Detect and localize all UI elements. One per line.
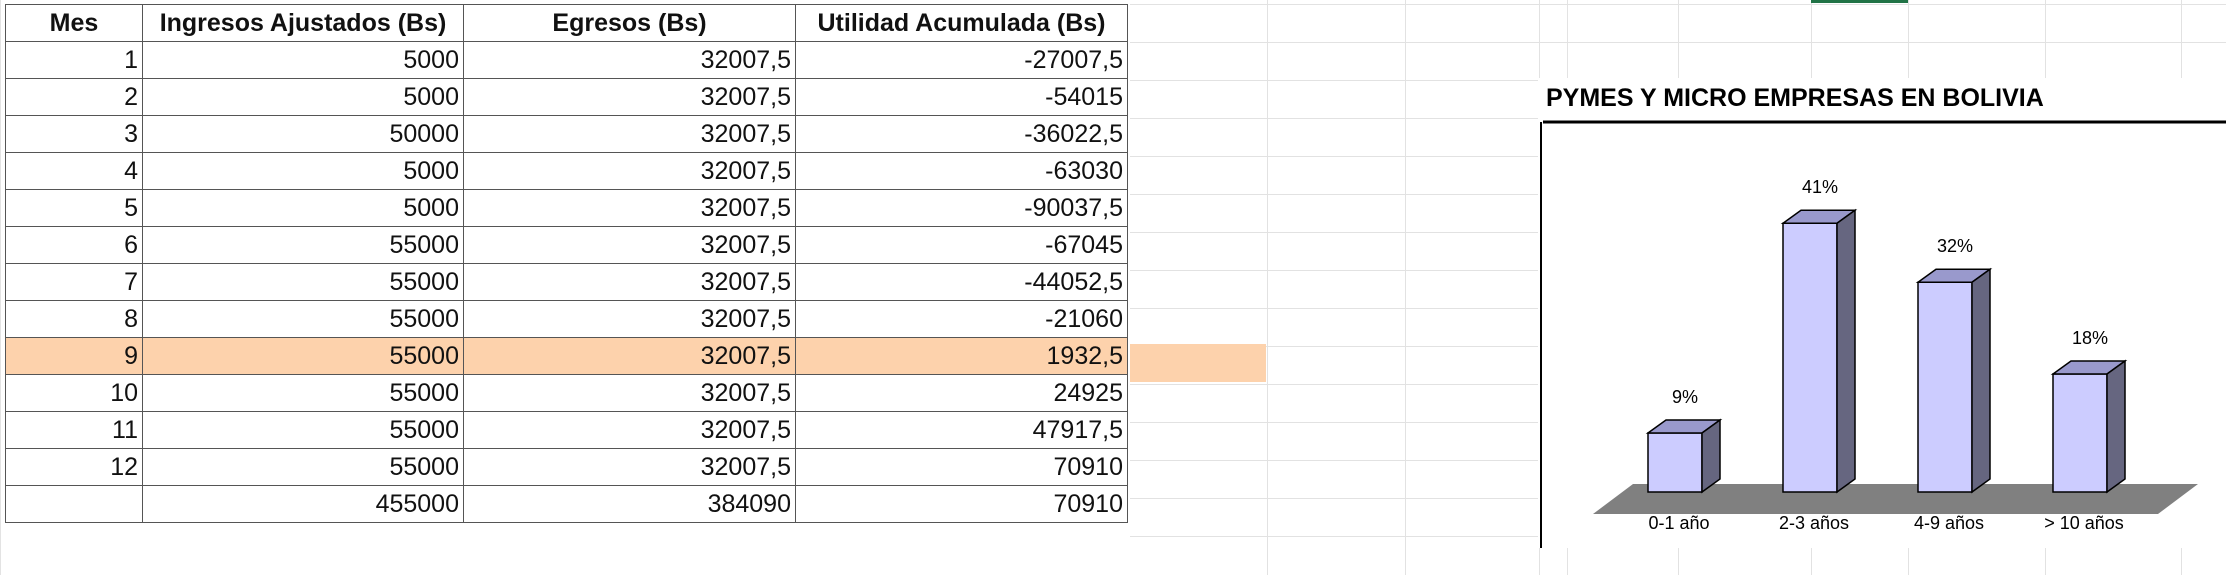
header-ingresos[interactable]: Ingresos Ajustados (Bs) [142,4,464,42]
cell-utilidad[interactable]: 1932,5 [795,337,1128,375]
header-mes[interactable]: Mes [5,4,143,42]
table-row: 7 55000 32007,5 -44052,5 [5,263,1128,301]
table-row: 11 55000 32007,5 47917,5 [5,411,1128,449]
bar-front [2052,373,2108,493]
cell-utilidad[interactable]: -36022,5 [795,115,1128,153]
bar-data-label: 9% [1672,387,1698,407]
cell-utilidad[interactable]: 47917,5 [795,411,1128,449]
bar-data-label: 32% [1937,236,1973,256]
x-tick-label: 2-3 años [1779,513,1849,533]
gridline [1267,0,1268,575]
cell-egresos[interactable]: 32007,5 [463,115,796,153]
totals-row: 455000 384090 70910 [5,485,1128,523]
header-utilidad[interactable]: Utilidad Acumulada (Bs) [795,4,1128,42]
cell-egresos[interactable]: 32007,5 [463,41,796,79]
cell-utilidad[interactable]: -44052,5 [795,263,1128,301]
cell-mes[interactable]: 3 [5,115,143,153]
cell-utilidad[interactable]: -90037,5 [795,189,1128,227]
cell-utilidad[interactable]: -67045 [795,226,1128,264]
window-edge [2226,0,2236,575]
cell-ingresos[interactable]: 55000 [142,300,464,338]
cell-ingresos[interactable]: 55000 [142,263,464,301]
bar-side [2106,359,2126,494]
bar-front [1647,432,1703,493]
cell-egresos[interactable]: 32007,5 [463,448,796,486]
cell-egresos[interactable]: 32007,5 [463,337,796,375]
header-egresos[interactable]: Egresos (Bs) [463,4,796,42]
gridline [1130,42,2236,43]
cell-mes[interactable]: 7 [5,263,143,301]
total-cell-ingresos[interactable]: 455000 [142,485,464,523]
cell-ingresos[interactable]: 55000 [142,337,464,375]
gridline [1130,4,2236,5]
bar-data-label: 41% [1802,177,1838,197]
cell-ingresos[interactable]: 55000 [142,411,464,449]
cell-mes[interactable]: 5 [5,189,143,227]
table-row: 5 5000 32007,5 -90037,5 [5,189,1128,227]
cell-egresos[interactable]: 32007,5 [463,226,796,264]
cell-utilidad[interactable]: -63030 [795,152,1128,190]
table-row: 6 55000 32007,5 -67045 [5,226,1128,264]
cell-ingresos[interactable]: 55000 [142,448,464,486]
bar-side [1836,208,1856,494]
cell-ingresos[interactable]: 5000 [142,189,464,227]
cell-ingresos[interactable]: 5000 [142,41,464,79]
cell-egresos[interactable]: 32007,5 [463,78,796,116]
cell-ingresos[interactable]: 50000 [142,115,464,153]
total-cell-egresos[interactable]: 384090 [463,485,796,523]
chart-floor [1593,484,2198,514]
table-row: 3 50000 32007,5 -36022,5 [5,115,1128,153]
bar-side [1701,418,1721,494]
cell-egresos[interactable]: 32007,5 [463,411,796,449]
cell-utilidad[interactable]: -21060 [795,300,1128,338]
cell-egresos[interactable]: 32007,5 [463,300,796,338]
cell-egresos[interactable]: 32007,5 [463,152,796,190]
total-cell-utilidad[interactable]: 70910 [795,485,1128,523]
cell-mes[interactable]: 11 [5,411,143,449]
cell-mes[interactable]: 8 [5,300,143,338]
table-row: 8 55000 32007,5 -21060 [5,300,1128,338]
cell-mes[interactable]: 6 [5,226,143,264]
cell-ingresos[interactable]: 5000 [142,78,464,116]
cell-egresos[interactable]: 32007,5 [463,374,796,412]
gridline [1405,0,1406,575]
chart-plot: 9% 0-1 año 41% 2-3 años 32% 4-9 años 18% > 10 a… [1540,120,2228,548]
x-tick-label: > 10 años [2044,513,2124,533]
data-table: Mes Ingresos Ajustados (Bs) Egresos (Bs)… [5,4,1128,523]
x-tick-label: 0-1 año [1648,513,1709,533]
header-row: Mes Ingresos Ajustados (Bs) Egresos (Bs)… [5,4,1128,42]
cell-utilidad[interactable]: -27007,5 [795,41,1128,79]
table-row: 9 55000 32007,5 1932,5 [5,337,1128,375]
total-cell-mes[interactable] [5,485,143,523]
chart-title: PYMES Y MICRO EMPRESAS EN BOLIVIA [1546,84,2044,112]
table-row: 1 5000 32007,5 -27007,5 [5,41,1128,79]
cell-mes[interactable]: 2 [5,78,143,116]
table-body: 1 5000 32007,5 -27007,5 2 5000 32007,5 -54015 3 5… [5,41,1128,486]
cell-mes[interactable]: 9 [5,337,143,375]
bar-front [1917,281,1973,493]
cell-ingresos[interactable]: 55000 [142,226,464,264]
cell-ingresos[interactable]: 5000 [142,152,464,190]
cell-mes[interactable]: 12 [5,448,143,486]
highlight-row-extension[interactable] [1130,344,1266,382]
cell-ingresos[interactable]: 55000 [142,374,464,412]
cell-mes[interactable]: 10 [5,374,143,412]
cell-utilidad[interactable]: 70910 [795,448,1128,486]
bar-side [1971,267,1991,494]
cell-mes[interactable]: 1 [5,41,143,79]
cell-mes[interactable]: 4 [5,152,143,190]
active-column-indicator [1811,0,1908,3]
bar-data-label: 18% [2072,328,2108,348]
table-row: 10 55000 32007,5 24925 [5,374,1128,412]
x-tick-label: 4-9 años [1914,513,1984,533]
table-row: 4 5000 32007,5 -63030 [5,152,1128,190]
table-row: 12 55000 32007,5 70910 [5,448,1128,486]
cell-egresos[interactable]: 32007,5 [463,263,796,301]
cell-utilidad[interactable]: 24925 [795,374,1128,412]
table-row: 2 5000 32007,5 -54015 [5,78,1128,116]
bar-chart[interactable]: 9% 0-1 año 41% 2-3 años 32% 4-9 años 18% > 10 a… [1538,78,2228,548]
cell-utilidad[interactable]: -54015 [795,78,1128,116]
bar-front [1782,222,1838,493]
cell-egresos[interactable]: 32007,5 [463,189,796,227]
